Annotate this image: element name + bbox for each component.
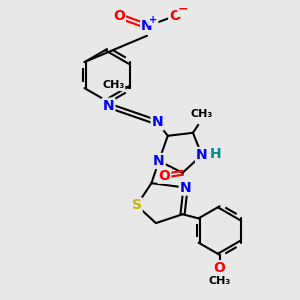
- Text: CH₃: CH₃: [190, 110, 212, 119]
- Text: O: O: [214, 261, 226, 275]
- Text: CH₃: CH₃: [208, 276, 231, 286]
- Text: CH₃: CH₃: [102, 80, 124, 90]
- Text: −: −: [178, 3, 189, 16]
- Text: O: O: [169, 9, 181, 23]
- Text: N: N: [196, 148, 208, 162]
- Text: O: O: [158, 169, 170, 183]
- Text: N: N: [152, 116, 163, 130]
- Text: S: S: [132, 198, 142, 212]
- Text: N: N: [153, 154, 165, 168]
- Text: N: N: [103, 99, 114, 112]
- Text: N: N: [141, 19, 153, 33]
- Text: +: +: [149, 15, 158, 25]
- Text: O: O: [113, 9, 125, 23]
- Text: H: H: [209, 147, 221, 160]
- Text: N: N: [180, 181, 191, 195]
